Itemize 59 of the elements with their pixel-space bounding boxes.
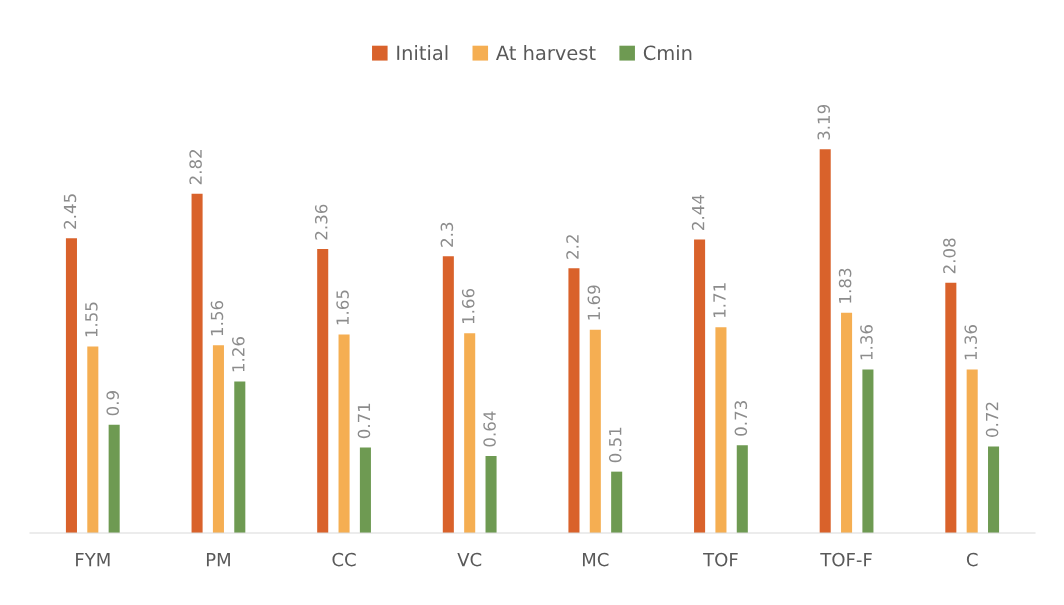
data-label: 2.44 xyxy=(691,194,705,230)
bar xyxy=(694,239,706,533)
data-label: 1.56 xyxy=(210,300,224,336)
data-label: 1.66 xyxy=(461,288,475,324)
data-label: 1.36 xyxy=(860,324,873,360)
data-label: 2.82 xyxy=(189,149,202,185)
x-tick-label: MC xyxy=(582,552,609,567)
x-tick-label: PM xyxy=(206,553,230,567)
bar xyxy=(589,329,601,533)
bar xyxy=(338,334,350,533)
x-tick-label: TOF xyxy=(703,552,738,567)
data-label: 1.65 xyxy=(336,290,349,325)
bar xyxy=(464,333,476,533)
data-label: 2.45 xyxy=(63,194,77,229)
data-label: 0.72 xyxy=(985,402,999,437)
bar xyxy=(108,424,120,533)
data-label: 1.71 xyxy=(713,283,726,318)
data-label: 3.19 xyxy=(817,104,831,140)
data-label: 1.26 xyxy=(232,337,245,372)
bar xyxy=(862,369,874,533)
bar xyxy=(945,282,957,533)
bar xyxy=(568,268,580,533)
bar xyxy=(65,238,77,533)
bar xyxy=(191,193,203,533)
bar xyxy=(234,381,246,533)
x-tick-label: VC xyxy=(457,552,482,567)
data-label: 1.55 xyxy=(85,302,98,337)
bar xyxy=(966,369,978,533)
data-label: 0.71 xyxy=(357,403,371,439)
legend-label: At harvest xyxy=(495,45,596,61)
data-label: 1.69 xyxy=(587,285,601,320)
bar xyxy=(819,149,831,533)
legend-label: Initial xyxy=(397,45,448,61)
bar xyxy=(841,312,853,533)
data-label: 0.64 xyxy=(483,411,496,447)
bar xyxy=(359,447,371,533)
x-tick-label: CC xyxy=(332,552,356,567)
bar xyxy=(611,471,623,533)
bar xyxy=(317,249,329,533)
bar xyxy=(212,345,224,533)
data-label: 0.9 xyxy=(106,391,119,416)
bar xyxy=(988,446,1000,533)
bar xyxy=(485,456,497,533)
data-label: 2.3 xyxy=(440,222,454,247)
bar xyxy=(715,327,727,533)
bar xyxy=(736,445,748,533)
data-label: 0.51 xyxy=(608,427,622,463)
data-label: 2.08 xyxy=(943,238,956,274)
bar xyxy=(87,346,99,533)
x-tick-label: FYM xyxy=(76,553,110,567)
legend-label: Cmin xyxy=(643,45,692,61)
data-label: 2.36 xyxy=(314,204,328,240)
data-label: 1.36 xyxy=(964,324,978,360)
data-label: 1.83 xyxy=(838,268,852,303)
x-tick-label: C xyxy=(966,552,978,567)
bar xyxy=(442,256,454,533)
data-label: 0.73 xyxy=(734,401,748,436)
data-label: 2.2 xyxy=(566,235,579,259)
x-tick-label: TOF-F xyxy=(820,552,872,567)
